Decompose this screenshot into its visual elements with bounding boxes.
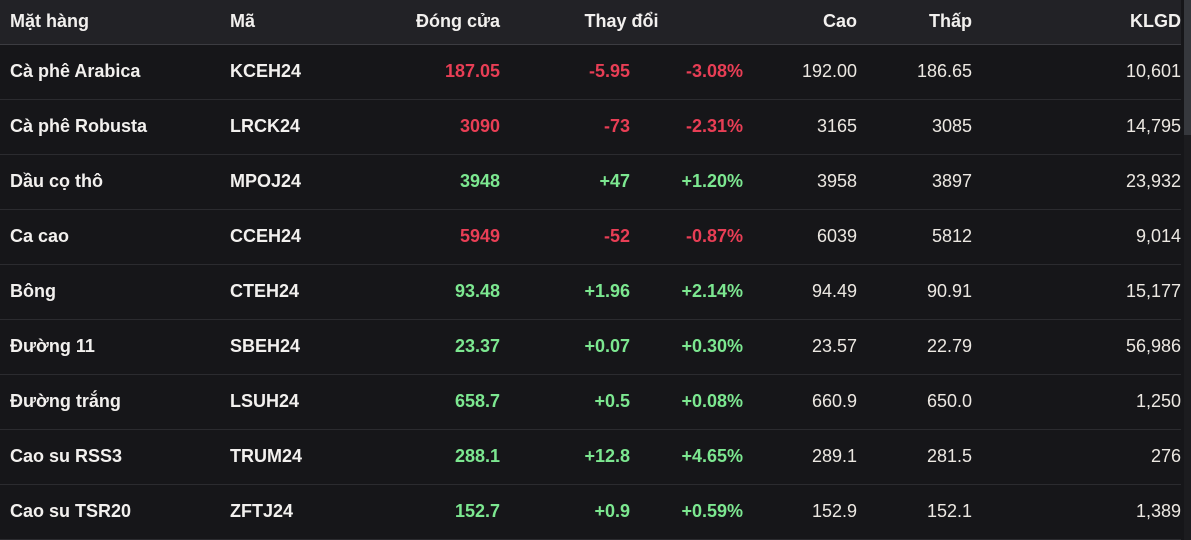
change-value-cell: +0.5 xyxy=(594,391,630,411)
change-value-cell: +47 xyxy=(599,171,630,191)
table-header-row: Mặt hàng Mã Đóng cửa Thay đổi Cao Thấp K… xyxy=(0,0,1182,45)
ticker-code-cell: CCEH24 xyxy=(230,226,302,246)
vertical-scrollbar-thumb[interactable] xyxy=(1184,0,1191,135)
volume-cell: 9,014 xyxy=(1135,226,1182,246)
table-row[interactable]: Dầu cọ thô MPOJ24 3948 +47 +1.20% 3958 3897 23,… xyxy=(0,154,1182,209)
table-row[interactable]: Cao su RSS3 TRUM24 288.1 +12.8 +4.65% 289.1 28… xyxy=(0,429,1182,484)
table-body: Cà phê Arabica KCEH24 187.05 -5.95 -3.08% 192… xyxy=(0,44,1182,539)
change-value-cell: -73 xyxy=(603,116,630,136)
high-price-cell: 660.9 xyxy=(811,391,858,411)
volume-cell: 1,389 xyxy=(1135,501,1182,521)
high-price-cell: 289.1 xyxy=(811,446,858,466)
ticker-code-cell: MPOJ24 xyxy=(230,171,302,191)
close-price-cell: 93.48 xyxy=(454,281,500,301)
change-percent-cell: -2.31% xyxy=(685,116,744,136)
column-header-close: Đóng cửa xyxy=(368,0,500,45)
item-name-cell: Đường trắng xyxy=(10,391,121,411)
change-value-cell: -52 xyxy=(603,226,630,246)
low-price-cell: 3085 xyxy=(931,116,973,136)
high-price-cell: 6039 xyxy=(816,226,858,246)
high-price-cell: 94.49 xyxy=(811,281,858,301)
item-name-cell: Ca cao xyxy=(10,226,70,246)
change-percent-cell: +0.30% xyxy=(681,336,744,356)
close-price-cell: 288.1 xyxy=(454,446,500,466)
low-price-cell: 650.0 xyxy=(926,391,973,411)
table-row[interactable]: Cà phê Robusta LRCK24 3090 -73 -2.31% 3165 308… xyxy=(0,99,1182,154)
change-value-cell: -5.95 xyxy=(588,61,630,81)
change-value-cell: +1.96 xyxy=(584,281,630,301)
low-price-cell: 3897 xyxy=(931,171,973,191)
table-row[interactable]: Cao su TSR20 ZFTJ24 152.7 +0.9 +0.59% 152.9 15… xyxy=(0,484,1182,539)
item-name-cell: Đường 11 xyxy=(10,336,95,356)
volume-cell: 10,601 xyxy=(1125,61,1182,81)
ticker-code-cell: KCEH24 xyxy=(230,61,302,81)
column-header-high: Cao xyxy=(743,0,858,45)
table-row[interactable]: Bông CTEH24 93.48 +1.96 +2.14% 94.49 90.91 15,1… xyxy=(0,264,1182,319)
low-price-cell: 90.91 xyxy=(926,281,973,301)
volume-cell: 14,795 xyxy=(1125,116,1182,136)
close-price-cell: 187.05 xyxy=(444,61,500,81)
vertical-scrollbar-track[interactable] xyxy=(1184,0,1191,540)
change-value-cell: +0.9 xyxy=(594,501,630,521)
close-price-cell: 152.7 xyxy=(454,501,500,521)
close-price-cell: 658.7 xyxy=(454,391,500,411)
table-row[interactable]: Cà phê Arabica KCEH24 187.05 -5.95 -3.08% 192… xyxy=(0,44,1182,99)
volume-cell: 15,177 xyxy=(1125,281,1182,301)
low-price-cell: 22.79 xyxy=(926,336,973,356)
close-price-cell: 5949 xyxy=(459,226,500,246)
table-row[interactable]: Đường trắng LSUH24 658.7 +0.5 +0.08% 660.9 650… xyxy=(0,374,1182,429)
volume-cell: 1,250 xyxy=(1135,391,1182,411)
change-percent-cell: +4.65% xyxy=(681,446,744,466)
item-name-cell: Cao su RSS3 xyxy=(10,446,123,466)
column-header-change: Thay đổi xyxy=(500,0,744,45)
column-header-volume: KLGD xyxy=(972,0,1182,45)
volume-cell: 276 xyxy=(1150,446,1182,466)
column-header-low: Thấp xyxy=(857,0,973,45)
table-row[interactable]: Ca cao CCEH24 5949 -52 -0.87% 6039 5812 9,014 xyxy=(0,209,1182,264)
change-percent-cell: +0.08% xyxy=(681,391,744,411)
close-price-cell: 23.37 xyxy=(454,336,500,356)
change-percent-cell: +2.14% xyxy=(681,281,744,301)
change-percent-cell: -3.08% xyxy=(685,61,744,81)
ticker-code-cell: LRCK24 xyxy=(230,116,301,136)
item-name-cell: Cà phê Robusta xyxy=(10,116,148,136)
low-price-cell: 152.1 xyxy=(926,501,973,521)
volume-cell: 23,932 xyxy=(1125,171,1182,191)
table-row[interactable]: Đường 11 SBEH24 23.37 +0.07 +0.30% 23.57 22.79… xyxy=(0,319,1182,374)
item-name-cell: Cà phê Arabica xyxy=(10,61,141,81)
item-name-cell: Bông xyxy=(10,281,56,301)
low-price-cell: 186.65 xyxy=(916,61,973,81)
close-price-cell: 3090 xyxy=(459,116,500,136)
ticker-code-cell: LSUH24 xyxy=(230,391,300,411)
change-percent-cell: +1.20% xyxy=(681,171,744,191)
ticker-code-cell: TRUM24 xyxy=(230,446,303,466)
change-value-cell: +0.07 xyxy=(584,336,630,356)
close-price-cell: 3948 xyxy=(459,171,500,191)
high-price-cell: 23.57 xyxy=(811,336,858,356)
item-name-cell: Dầu cọ thô xyxy=(10,171,103,191)
change-percent-cell: -0.87% xyxy=(685,226,744,246)
low-price-cell: 5812 xyxy=(931,226,973,246)
high-price-cell: 3165 xyxy=(816,116,858,136)
volume-cell: 56,986 xyxy=(1125,336,1182,356)
ticker-code-cell: ZFTJ24 xyxy=(230,501,294,521)
column-header-code: Mã xyxy=(230,0,368,45)
low-price-cell: 281.5 xyxy=(926,446,973,466)
high-price-cell: 192.00 xyxy=(801,61,858,81)
change-value-cell: +12.8 xyxy=(584,446,630,466)
ticker-code-cell: SBEH24 xyxy=(230,336,301,356)
high-price-cell: 152.9 xyxy=(811,501,858,521)
change-percent-cell: +0.59% xyxy=(681,501,744,521)
item-name-cell: Cao su TSR20 xyxy=(10,501,132,521)
high-price-cell: 3958 xyxy=(816,171,858,191)
column-header-item: Mặt hàng xyxy=(0,0,230,45)
ticker-code-cell: CTEH24 xyxy=(230,281,300,301)
